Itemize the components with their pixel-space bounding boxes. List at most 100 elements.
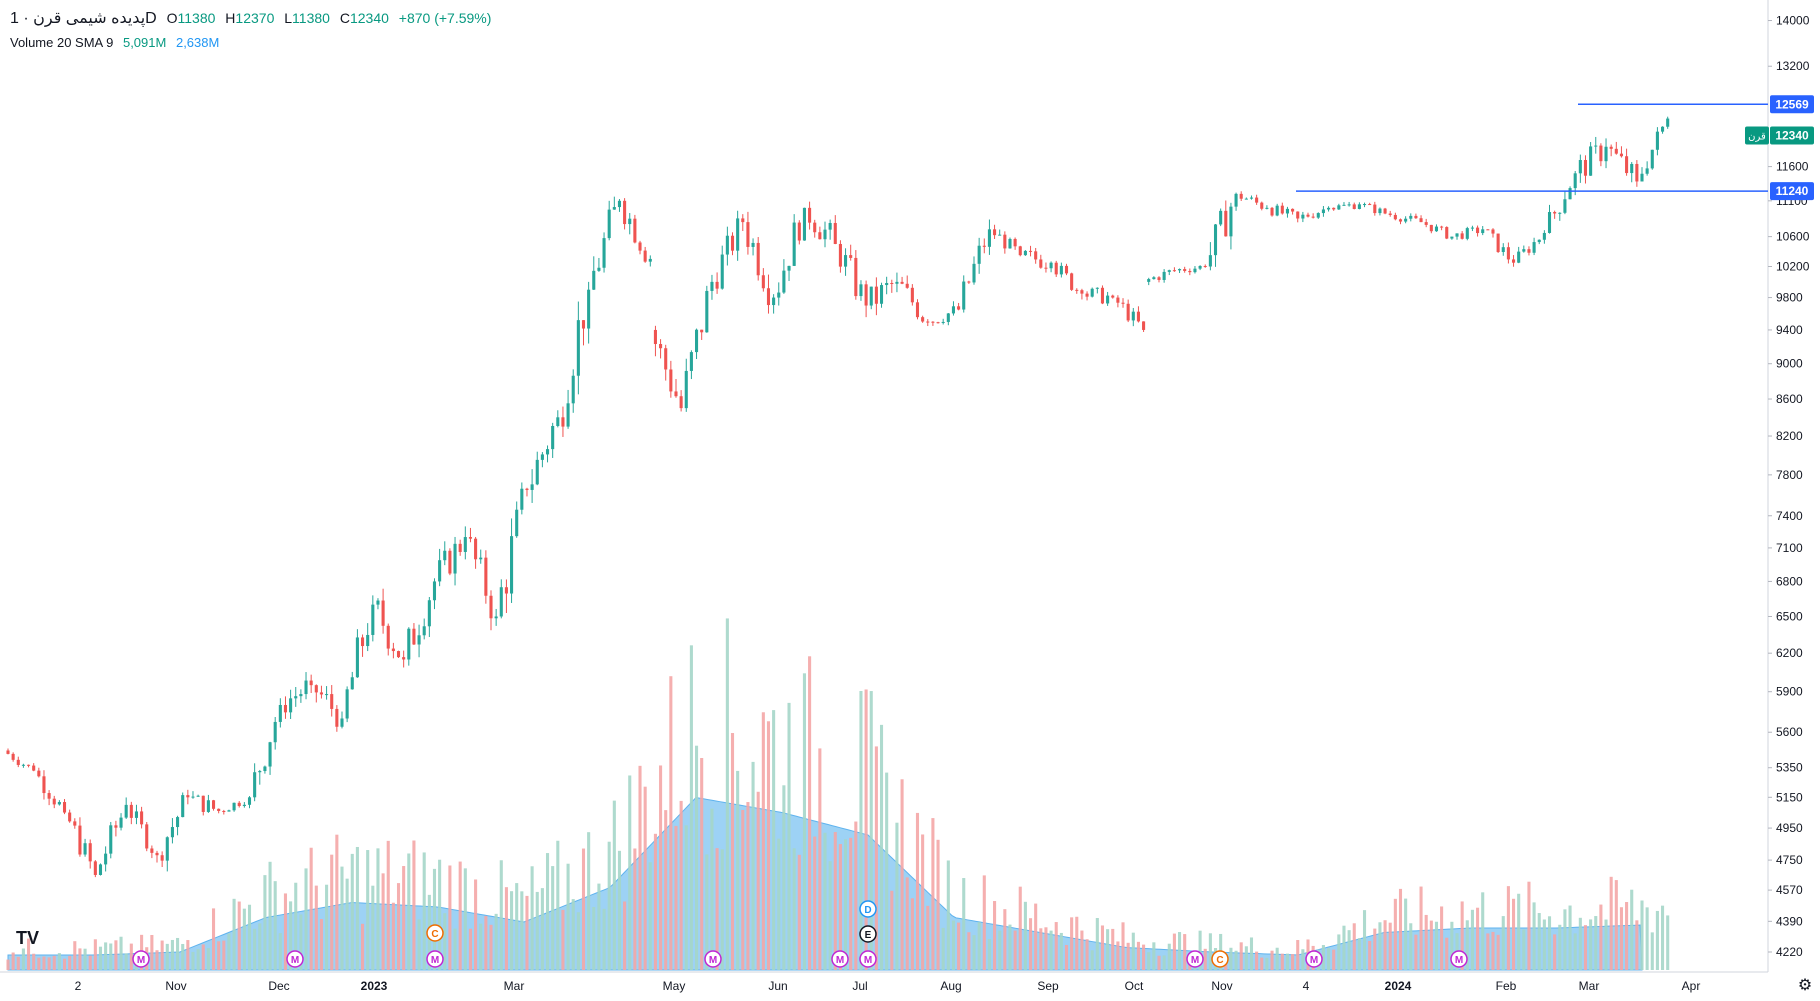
volume-bar — [1332, 949, 1336, 970]
candle-body — [566, 403, 570, 427]
candle-body — [386, 625, 390, 649]
candle-body — [448, 550, 452, 574]
open-value: 11380 — [177, 10, 216, 26]
volume-bar — [715, 848, 719, 970]
volume-bar — [1106, 929, 1110, 970]
candle-body — [1342, 204, 1346, 206]
candle-body — [283, 704, 288, 713]
volume-bar — [289, 901, 293, 970]
volume-bar — [967, 932, 971, 970]
volume-bar — [283, 893, 288, 970]
volume-bar — [504, 887, 508, 970]
volume-bar — [725, 618, 729, 970]
candle-body — [931, 321, 935, 323]
event-marker-m[interactable] — [859, 950, 877, 968]
price-tick-label: 5150 — [1776, 790, 1803, 804]
candle-body — [211, 800, 216, 809]
volume-bar — [62, 958, 67, 970]
volume-bar — [756, 791, 760, 970]
volume-bar — [1414, 934, 1418, 970]
event-marker-m[interactable] — [1186, 950, 1204, 968]
candle-body — [617, 200, 622, 208]
gear-icon[interactable]: ⚙ — [1797, 977, 1813, 994]
volume-bar — [1404, 898, 1408, 970]
volume-bar — [1640, 900, 1644, 970]
volume-indicator-name[interactable]: Volume 20 SMA 9 — [10, 35, 114, 50]
time-axis-label: Mar — [1579, 979, 1600, 993]
event-marker-m[interactable] — [426, 950, 444, 968]
event-marker-m[interactable] — [1450, 950, 1468, 968]
candle-body — [1398, 219, 1403, 222]
volume-bar — [412, 840, 416, 970]
volume-bar — [1460, 901, 1464, 970]
candle-body — [438, 560, 442, 582]
event-marker-m[interactable] — [704, 950, 722, 968]
candle-body — [638, 242, 642, 251]
candle-body — [391, 648, 395, 652]
volume-bar — [571, 899, 575, 970]
candle-body — [1511, 259, 1516, 263]
volume-bar — [957, 922, 961, 970]
candle-body — [1362, 204, 1367, 206]
time-axis-label: Apr — [1682, 979, 1701, 993]
symbol-name[interactable]: پدیده شیمی قرن · 1D — [10, 10, 157, 27]
event-marker-c[interactable] — [1211, 950, 1229, 968]
candle-body — [694, 329, 699, 353]
volume-bar — [6, 959, 10, 970]
volume-bar — [910, 898, 914, 970]
event-marker-d[interactable] — [859, 900, 877, 918]
candle-body — [941, 321, 945, 323]
event-marker-c[interactable] — [426, 924, 444, 942]
candle-body — [201, 795, 205, 812]
volume-bar — [782, 785, 786, 970]
volume-bar — [1445, 937, 1449, 970]
volume-bar — [16, 956, 20, 970]
event-marker-e[interactable] — [859, 925, 877, 943]
candle-body — [484, 557, 488, 596]
time-axis-label: Mar — [504, 979, 525, 993]
candle-body — [1136, 311, 1140, 322]
volume-bar — [1342, 925, 1346, 970]
event-marker-m[interactable] — [132, 950, 150, 968]
volume-bar — [700, 758, 704, 970]
candle-body — [1116, 297, 1120, 303]
candle-body — [633, 218, 637, 243]
open-label: O — [166, 10, 178, 26]
time-axis-label: 2023 — [361, 979, 388, 993]
low-label: L — [284, 10, 293, 26]
volume-bar — [258, 923, 262, 970]
candle-body — [1178, 269, 1182, 271]
volume-bar — [895, 822, 899, 970]
event-marker-m[interactable] — [831, 950, 849, 968]
volume-bar — [941, 927, 945, 970]
volume-bar — [694, 745, 699, 970]
volume-bar — [196, 949, 200, 970]
volume-bar — [1578, 917, 1582, 970]
candle-body — [1465, 228, 1469, 239]
event-marker-m[interactable] — [286, 950, 304, 968]
candle-body — [1517, 251, 1521, 263]
price-tick-label: 7400 — [1776, 509, 1803, 523]
price-tick-label: 10600 — [1776, 230, 1810, 244]
volume-bar — [674, 825, 678, 970]
candle-body — [1126, 303, 1130, 321]
volume-bar — [391, 902, 395, 970]
candle-body — [659, 344, 663, 349]
event-marker-m[interactable] — [1305, 950, 1323, 968]
volume-bar — [1142, 944, 1146, 970]
candle-body — [1260, 202, 1264, 209]
tradingview-logo-icon[interactable]: TV — [16, 928, 40, 948]
candle-body — [263, 766, 267, 772]
candle-body — [1249, 197, 1254, 199]
candle-body — [186, 795, 190, 798]
volume-bar — [972, 935, 976, 970]
volume-bar — [1481, 892, 1485, 970]
price-tick-label: 11600 — [1776, 160, 1809, 174]
candle-body — [422, 626, 426, 636]
volume-bar — [1496, 934, 1500, 970]
candle-body — [258, 771, 262, 773]
volume-bar — [813, 836, 817, 970]
volume-bar — [1008, 924, 1012, 970]
price-tick-label: 4950 — [1776, 821, 1803, 835]
